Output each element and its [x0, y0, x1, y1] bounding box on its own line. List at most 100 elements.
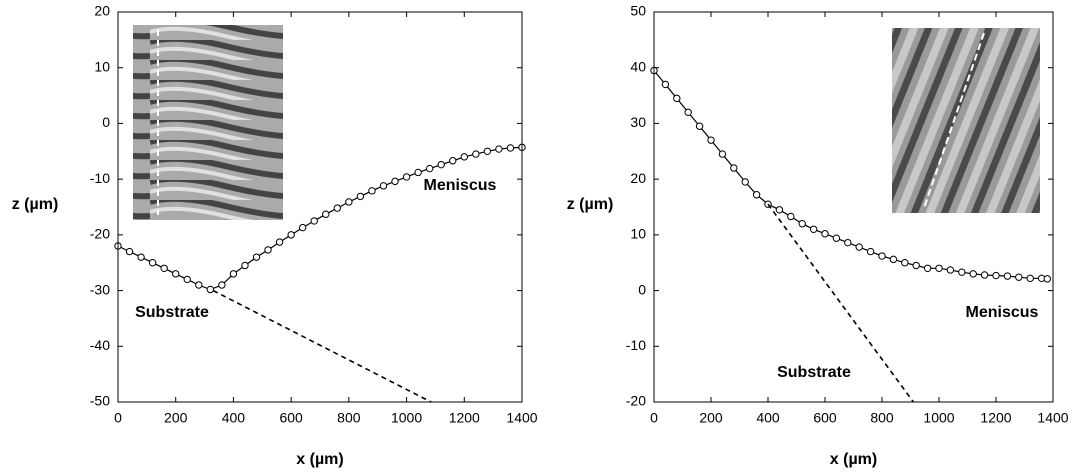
- x-tick-label: 400: [222, 410, 246, 426]
- data-point: [980, 271, 989, 279]
- data-point: [229, 270, 238, 278]
- y-tick-label: -20: [90, 226, 110, 242]
- data-point: [506, 144, 515, 152]
- data-point: [855, 243, 863, 251]
- x-tick-label: 1000: [391, 410, 422, 426]
- y-tick-label: 0: [102, 114, 110, 130]
- y-tick-label: -20: [626, 393, 646, 409]
- data-point: [495, 145, 503, 153]
- data-point: [218, 281, 226, 289]
- data-point: [460, 153, 468, 161]
- x-tick-label: 200: [164, 410, 188, 426]
- data-point: [741, 178, 749, 186]
- x-tick-label: 1200: [449, 410, 480, 426]
- data-point: [1026, 274, 1034, 283]
- data-point: [310, 217, 318, 225]
- data-point: [684, 108, 692, 116]
- x-tick-label: 600: [813, 410, 837, 426]
- y-tick-label: -50: [90, 393, 110, 409]
- data-point: [718, 150, 727, 158]
- inset-image: [892, 28, 1040, 213]
- data-point: [969, 270, 977, 278]
- data-point: [241, 261, 249, 270]
- data-point: [287, 231, 295, 239]
- data-point: [356, 192, 365, 201]
- data-point: [946, 266, 955, 274]
- x-tick-label: 1400: [506, 410, 537, 426]
- data-point: [695, 122, 704, 130]
- data-point: [1003, 272, 1012, 280]
- annotation: Substrate: [777, 364, 851, 381]
- data-point: [183, 275, 191, 284]
- y-tick-label: 0: [638, 281, 646, 297]
- data-point: [414, 168, 422, 177]
- data-point: [449, 157, 457, 165]
- x-tick-label: 1000: [923, 410, 954, 426]
- data-point: [832, 234, 841, 242]
- y-tick-label: 20: [630, 170, 646, 186]
- data-point: [275, 238, 284, 246]
- data-point: [661, 80, 670, 89]
- y-tick-label: 30: [630, 114, 646, 130]
- y-tick-label: -10: [626, 337, 646, 353]
- inset-image: [133, 25, 283, 220]
- data-point: [333, 204, 342, 212]
- y-tick-label: 10: [94, 58, 110, 74]
- y-tick-label: 50: [630, 3, 646, 19]
- y-tick-label: 10: [630, 226, 646, 242]
- data-point: [391, 177, 399, 186]
- data-point: [206, 285, 215, 294]
- dashed-line: [212, 289, 432, 403]
- data-point: [483, 147, 492, 155]
- y-tick-label: 20: [94, 3, 110, 19]
- y-tick-label: -40: [90, 337, 110, 353]
- data-point: [992, 271, 1000, 280]
- data-point: [472, 150, 480, 158]
- data-point: [160, 264, 168, 272]
- data-point: [775, 206, 784, 214]
- x-tick-label: 1400: [1037, 410, 1068, 426]
- plot-frame: [653, 11, 1054, 403]
- data-point: [958, 268, 966, 276]
- y-axis-label: z (µm): [567, 196, 614, 213]
- data-point: [923, 264, 932, 272]
- data-point: [844, 238, 852, 247]
- y-tick-label: -10: [90, 170, 110, 186]
- data-point: [137, 253, 145, 261]
- x-tick-label: 400: [756, 410, 780, 426]
- data-point: [125, 247, 134, 256]
- data-point: [172, 270, 180, 278]
- x-tick-label: 600: [279, 410, 303, 426]
- data-point: [425, 164, 434, 173]
- data-point: [345, 198, 353, 206]
- data-point: [252, 253, 261, 261]
- data-point: [889, 255, 898, 264]
- data-point: [298, 223, 307, 232]
- data-point: [195, 281, 203, 289]
- data-point: [878, 252, 886, 260]
- x-tick-label: 0: [650, 410, 658, 426]
- y-tick-label: -30: [90, 281, 110, 297]
- y-axis-label: z (µm): [12, 196, 59, 213]
- x-axis-label: x (µm): [296, 451, 343, 468]
- data-point: [264, 246, 272, 254]
- data-point: [866, 247, 875, 256]
- data-point: [368, 187, 376, 195]
- data-point: [1043, 275, 1052, 283]
- data-point: [437, 160, 445, 169]
- x-tick-label: 200: [699, 410, 723, 426]
- data-point: [912, 261, 920, 270]
- x-tick-label: 800: [870, 410, 894, 426]
- annotation: Substrate: [135, 304, 209, 321]
- data-point: [379, 182, 388, 190]
- data-point: [821, 230, 829, 238]
- data-point: [322, 210, 330, 218]
- annotation: Meniscus: [424, 177, 497, 194]
- annotation: Meniscus: [966, 304, 1039, 321]
- data-point: [730, 164, 738, 172]
- data-point: [901, 259, 909, 267]
- data-point: [752, 191, 761, 199]
- data-point: [1015, 273, 1023, 281]
- dashed-line: [767, 203, 915, 403]
